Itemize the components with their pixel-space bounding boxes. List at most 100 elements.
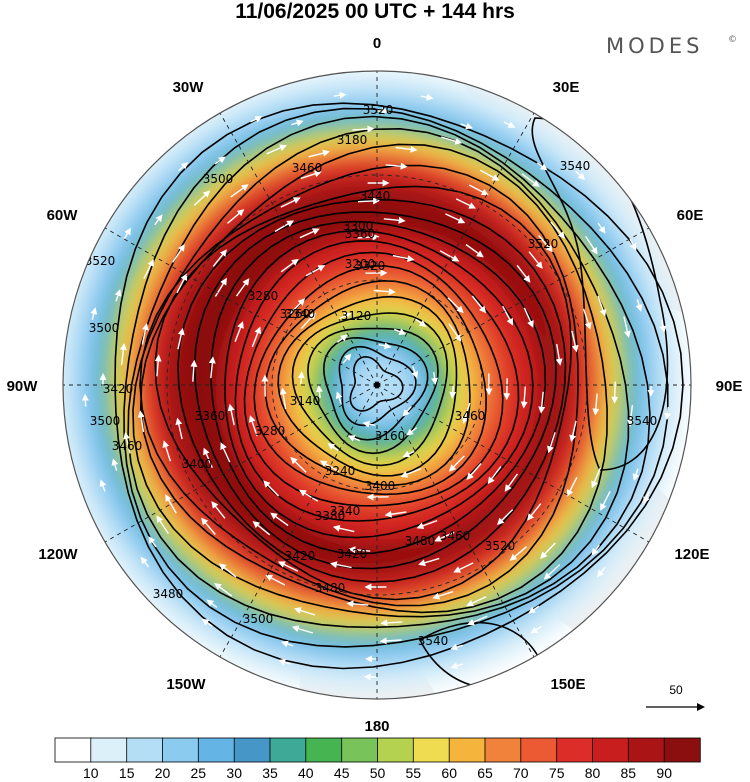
contour-label: 3540 <box>418 634 449 648</box>
wind-vector <box>543 564 561 580</box>
wind-vector <box>471 295 487 314</box>
wind-vector <box>148 536 157 548</box>
contour-label: 3520 <box>485 539 516 553</box>
wind-vector <box>536 162 548 171</box>
wind-vector <box>114 289 122 302</box>
wind-vector <box>659 320 667 333</box>
reference-vector: 50 <box>646 683 705 711</box>
wind-vector <box>270 512 289 527</box>
wind-vector <box>384 510 407 518</box>
meridian <box>99 384 378 546</box>
wind-vector <box>201 517 216 535</box>
colorbar-swatch <box>54 737 92 763</box>
wind-vector <box>154 214 163 226</box>
wind-vector <box>266 144 287 155</box>
lon-label-30w: 30W <box>173 79 205 96</box>
lon-label-180: 180 <box>364 718 389 735</box>
contour-line <box>349 356 404 412</box>
wind-vector <box>300 312 317 330</box>
colorbar-tick-label: 35 <box>262 765 278 781</box>
wind-vector <box>520 386 528 409</box>
wind-vector <box>440 136 463 145</box>
wind-vector <box>571 330 579 353</box>
wind-vector <box>465 243 484 258</box>
contour-label: 3360 <box>345 227 376 241</box>
low-center-marker <box>374 382 380 388</box>
wind-vector <box>597 222 606 234</box>
wind-vector <box>154 354 162 377</box>
wind-vector <box>290 456 307 473</box>
colorbar-swatch <box>162 737 199 763</box>
wind-vector <box>460 122 473 130</box>
wind-vector <box>611 381 619 404</box>
wind-vector <box>298 489 319 502</box>
contour-label: 3540 <box>627 414 658 428</box>
map-border <box>62 70 692 700</box>
wind-vector <box>585 235 598 255</box>
wind-vector <box>420 93 434 101</box>
contour-label: 3300 <box>343 219 374 233</box>
wind-vector <box>357 197 380 205</box>
wind-vector <box>479 169 500 181</box>
wind-vector <box>315 385 323 398</box>
wind-vector <box>540 542 556 559</box>
contour-label: 3480 <box>405 534 436 548</box>
contour-label: 3400 <box>182 457 213 471</box>
wind-vector <box>538 235 553 253</box>
wind-vector <box>281 640 294 648</box>
colorbar-swatch <box>412 737 450 763</box>
longitude-labels: 0 30E 60E 90E 120E 150E 180 150W 120W 90… <box>7 35 743 735</box>
wind-vector <box>206 599 218 608</box>
wind-vector <box>455 198 477 209</box>
wind-vector <box>357 233 380 241</box>
colorbar-tick-label: 80 <box>585 765 601 781</box>
wind-vector <box>280 258 299 273</box>
contour-label: 3520 <box>363 103 394 117</box>
contour-label: 3520 <box>528 237 559 251</box>
wind-vectors <box>81 91 672 681</box>
lon-label-30e: 30E <box>553 79 580 96</box>
wind-vector <box>402 406 412 417</box>
wind-vector <box>362 420 376 428</box>
lon-label-120e: 120E <box>674 546 709 563</box>
meridian <box>216 107 378 386</box>
wind-vector <box>448 455 465 472</box>
contour-label: 3360 <box>195 409 226 423</box>
wind-vector <box>664 407 672 420</box>
wind-vector <box>521 173 540 187</box>
wind-vector <box>327 443 339 452</box>
wind-vector <box>251 326 262 348</box>
lon-label-0: 0 <box>373 35 381 52</box>
meridian <box>376 107 538 386</box>
contour-label: 3480 <box>315 581 346 595</box>
wind-vector <box>274 220 295 233</box>
wind-vector <box>214 583 233 597</box>
wind-vector <box>277 561 299 572</box>
wind-vector <box>450 643 463 651</box>
wind-vector <box>211 501 226 519</box>
wind-vector <box>566 476 578 497</box>
contour-label: 3340 <box>285 307 316 321</box>
contour-label: 3480 <box>153 587 184 601</box>
colorbar-tick-label: 70 <box>513 765 529 781</box>
wind-vector <box>597 295 607 317</box>
lon-label-150e: 150E <box>550 676 585 693</box>
contour-label: 3540 <box>560 159 591 173</box>
wind-vector <box>99 479 107 492</box>
lon-label-120w: 120W <box>38 546 78 563</box>
contour-label: 3420 <box>103 382 134 396</box>
wind-vector <box>335 391 343 404</box>
contour-label: 3320 <box>355 259 386 273</box>
wind-vector <box>629 238 637 251</box>
contour-labels: 3540 3540 3540 3520 3520 3520 3520 3500 3500 3500… <box>85 103 658 648</box>
contour-line <box>114 102 684 670</box>
wind-vector <box>291 625 314 634</box>
wind-vector <box>600 490 611 511</box>
contour-label: 3460 <box>112 439 143 453</box>
wind-vector <box>516 264 531 283</box>
wind-vector <box>462 402 471 425</box>
meridian <box>376 384 655 546</box>
colorbar: 10 15 20 25 30 35 40 45 50 55 60 65 70 75 80 85 90 <box>54 737 701 781</box>
lon-label-60e: 60E <box>677 207 704 224</box>
wind-vector <box>632 468 640 481</box>
